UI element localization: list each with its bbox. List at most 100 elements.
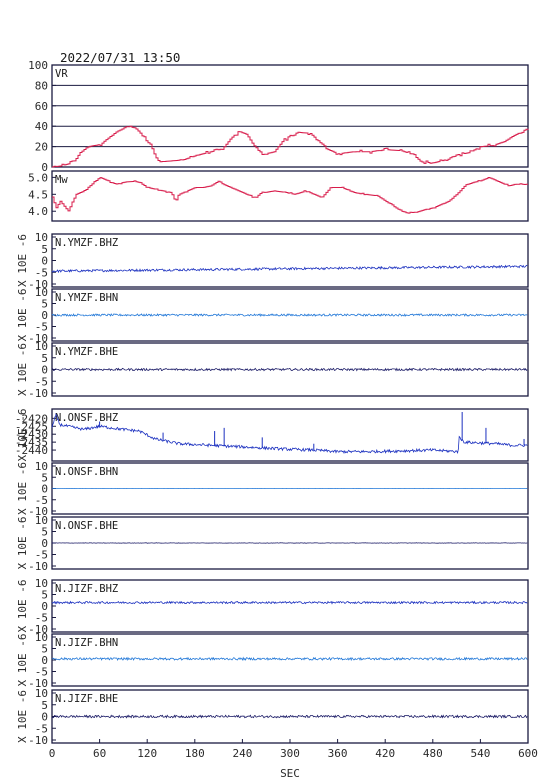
y-tick-label: 4.5 [28,188,48,201]
y-axis-label: X 10E -6 [16,580,29,633]
y-tick-label: 5 [41,643,48,656]
series-line [51,656,528,662]
y-tick-label: -2435 [15,436,48,449]
y-tick-label: 40 [35,120,48,133]
y-tick-label: -5 [35,375,48,388]
y-tick-label: -2430 [15,428,48,441]
y-tick-label: 4.0 [28,205,48,218]
panel-label: N.JIZF.BHN [55,637,118,649]
x-tick-label: 360 [328,747,348,760]
y-tick-label: 10 [35,514,48,527]
y-axis-label: X 10E -6 [16,343,29,396]
y-tick-label: 5 [41,589,48,602]
y-tick-label: 0 [41,255,48,268]
panel-label: N.YMZF.BHN [55,292,118,304]
y-tick-label: -5 [35,494,48,507]
series-line [51,414,528,455]
x-axis: 0 60 120 180 240 300 360 420 480 540 600 [49,739,538,760]
series-line [52,177,528,214]
y-axis-label: X 10E -6 [16,634,29,687]
panel-frame [51,64,529,168]
y-tick-label: 10 [35,577,48,590]
y-tick-label: 10 [35,340,48,353]
x-tick-label: 600 [518,747,538,760]
y-tick-label: -5 [35,722,48,735]
y-axis-label: X 10E -6 [16,409,29,462]
y-tick-label: 5 [41,352,48,365]
panel-frame [51,170,529,222]
y-tick-label: 0 [41,309,48,322]
x-tick-label: 480 [423,747,443,760]
x-tick-label: 60 [93,747,106,760]
y-tick-label: 10 [35,460,48,473]
y-tick-label: 0 [41,364,48,377]
y-tick-label: -10 [28,623,48,636]
y-tick-label: -2425 [15,420,48,433]
y-tick-label: -10 [28,332,48,345]
x-tick-label: 300 [280,747,300,760]
y-tick-label: 5 [41,699,48,712]
y-axis-label: X 10E -6 [16,517,29,570]
x-tick-label: 420 [375,747,395,760]
y-tick-label: -5 [35,666,48,679]
y-tick-label: 80 [35,79,48,92]
series-line [51,367,528,372]
y-tick-label: -2420 [15,412,48,425]
y-tick-label: 10 [35,286,48,299]
y-tick-label: -10 [28,505,48,518]
figure-title: 2022/07/31 13:50 [60,50,180,65]
x-tick-label: 0 [49,747,56,760]
x-tick-label: 240 [232,747,252,760]
x-axis-label: SEC [280,767,300,780]
y-tick-label: 0 [41,600,48,613]
y-tick-label: 5 [41,298,48,311]
series-line [52,125,529,168]
y-tick-label: -5 [35,321,48,334]
panel-frame [51,408,529,462]
panel-label: N.ONSF.BHN [55,466,118,478]
series-line [51,714,528,719]
y-tick-label: 5 [41,526,48,539]
y-tick-label: 0 [41,161,48,174]
panel-frame [51,233,529,288]
series-line [51,600,528,605]
panel-label: N.YMZF.BHZ [55,237,118,249]
panel-mw: 4.0 4.5 5.0 Mw [28,170,529,222]
y-tick-label: 100 [28,59,48,72]
y-tick-label: -10 [28,387,48,400]
y-axis-label: X 10E -6 [16,289,29,342]
panel-label: N.YMZF.BHE [55,346,118,358]
y-tick-label: -10 [28,278,48,291]
x-tick-label: 120 [137,747,157,760]
y-tick-label: 5 [41,471,48,484]
panel-label: N.ONSF.BHE [55,520,118,532]
y-tick-label: -5 [35,549,48,562]
y-tick-label: 5 [41,243,48,256]
y-tick-label: -5 [35,612,48,625]
y-tick-label: -10 [28,560,48,573]
x-tick-label: 540 [470,747,490,760]
y-tick-label: -10 [28,734,48,747]
panel-label: Mw [55,174,68,186]
y-tick-label: -10 [28,677,48,690]
y-tick-label: 10 [35,687,48,700]
panel-label: VR [55,68,68,80]
y-tick-label: 0 [41,483,48,496]
y-axis-label: X 10E -6 [16,690,29,743]
y-tick-label: 0 [41,711,48,724]
panel-frame [51,579,529,633]
panel-label: N.JIZF.BHE [55,693,118,705]
x-tick-label: 180 [185,747,205,760]
y-tick-label: 10 [35,231,48,244]
y-tick-label: 20 [35,141,48,154]
y-tick-label: 60 [35,100,48,113]
